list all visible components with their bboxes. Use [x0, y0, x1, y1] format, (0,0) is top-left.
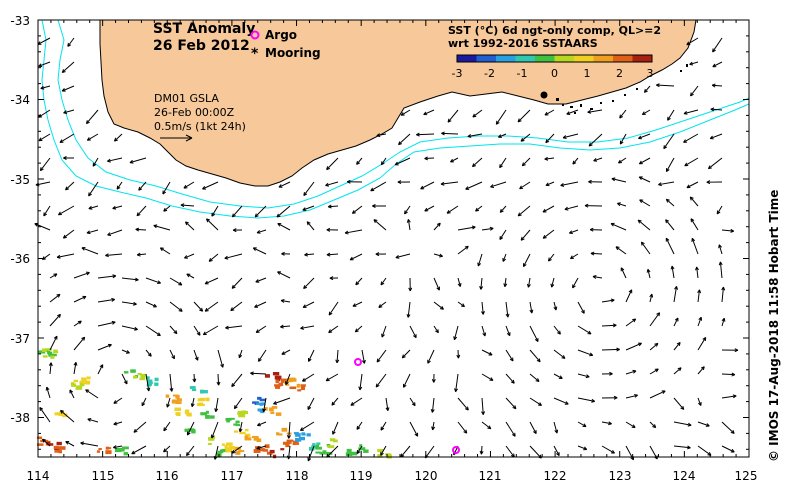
map-date: 26 Feb 2012 — [153, 38, 250, 54]
y-tick-label: -34 — [10, 93, 30, 107]
colorbar-cell — [593, 55, 614, 62]
argo-marker-icon — [250, 30, 260, 40]
y-tick-label: -36 — [10, 252, 30, 266]
colorbar-cell — [554, 55, 575, 62]
colorbar-cell — [632, 55, 653, 62]
current-vectors — [34, 37, 739, 462]
x-tick-label: 119 — [350, 469, 373, 483]
map-title: SST Anomaly — [153, 21, 255, 37]
bathymetry-contours — [41, 19, 750, 219]
velocity-time: 26-Feb 00:00Z — [154, 106, 235, 119]
x-axis-labels: 114 115 116 117 118 119 120 121 122 123 … — [27, 469, 758, 483]
colorbar-tick: -2 — [484, 67, 495, 80]
argo-label: Argo — [265, 28, 297, 42]
mooring-marker-icon: * — [251, 46, 259, 62]
colorbar-title: SST (°C) 6d ngt-only comp, QL>=2 — [448, 24, 661, 37]
colorbar-tick: 3 — [647, 67, 654, 80]
colorbar-cell — [457, 55, 477, 62]
velocity-source: DM01 GSLA — [154, 92, 219, 105]
x-tick-label: 120 — [415, 469, 438, 483]
colorbar-cell — [613, 55, 633, 62]
argo-legend: Argo — [250, 28, 297, 42]
x-tick-label: 114 — [27, 469, 50, 483]
colorbar-ticks: -3 -2 -1 0 1 2 3 — [452, 67, 654, 80]
x-tick-label: 122 — [544, 469, 567, 483]
y-axis-labels: -33 -34 -35 -36 -37 -38 — [10, 14, 30, 425]
y-tick-label: -37 — [10, 332, 30, 346]
colorbar-tick: 1 — [584, 67, 591, 80]
x-tick-label: 124 — [673, 469, 696, 483]
x-tick-label: 121 — [479, 469, 502, 483]
x-tick-label: 116 — [156, 469, 179, 483]
x-axis-ticks — [37, 20, 750, 457]
coastal-islands — [556, 64, 688, 114]
mooring-label: Mooring — [265, 46, 321, 60]
y-tick-label: -35 — [10, 173, 30, 187]
colorbar-tick: -1 — [517, 67, 528, 80]
colorbar: SST (°C) 6d ngt-only comp, QL>=2 wrt 199… — [448, 24, 661, 80]
colorbar-tick: 0 — [551, 67, 558, 80]
mooring-site-marker — [540, 91, 548, 99]
colorbar-subtitle: wrt 1992-2016 SSTAARS — [448, 37, 598, 50]
colorbar-tick: -3 — [452, 67, 463, 80]
colorbar-cell — [515, 55, 536, 62]
argo-float-marker — [354, 358, 362, 366]
argo-float-marker — [452, 446, 460, 454]
colorbar-cell — [535, 55, 555, 62]
x-tick-label: 125 — [735, 469, 758, 483]
colorbar-tick: 2 — [616, 67, 623, 80]
velocity-scale-label: 0.5m/s (1kt 24h) — [154, 120, 246, 133]
colorbar-cell — [496, 55, 516, 62]
y-tick-label: -33 — [10, 14, 30, 28]
x-tick-label: 117 — [221, 469, 244, 483]
x-tick-label: 123 — [609, 469, 632, 483]
x-tick-label: 118 — [286, 469, 309, 483]
colorbar-cell — [476, 55, 497, 62]
y-axis-ticks — [38, 19, 749, 450]
colorbar-cell — [574, 55, 594, 62]
velocity-scale: DM01 GSLA 26-Feb 00:00Z 0.5m/s (1kt 24h) — [154, 92, 246, 142]
x-tick-label: 115 — [92, 469, 115, 483]
mooring-legend: * Mooring — [251, 46, 321, 62]
map-frame — [37, 19, 750, 458]
y-tick-label: -38 — [10, 411, 30, 425]
imos-credit: © IMOS 17-Aug-2018 11:58 Hobart Time — [767, 190, 781, 462]
